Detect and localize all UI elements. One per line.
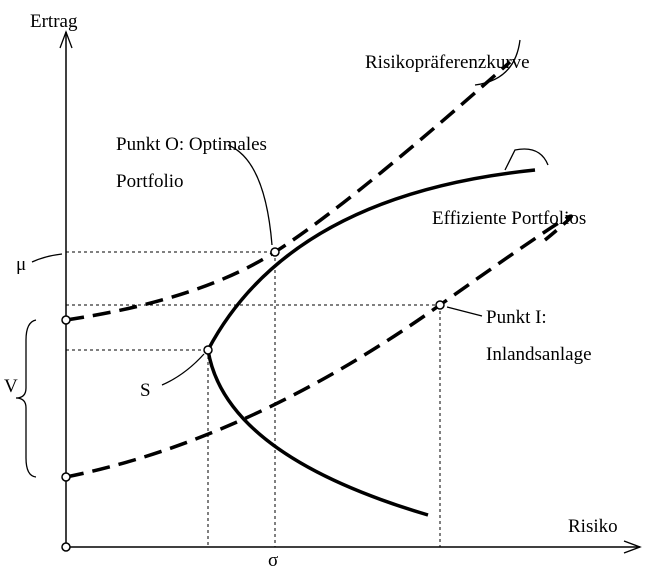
efficient-frontier	[206, 168, 536, 517]
brace	[15, 319, 37, 478]
point-i-label: Inlandsanlage	[486, 344, 592, 365]
point-o-label: Portfolio	[116, 171, 184, 192]
x-label: Risiko	[568, 516, 618, 537]
point	[61, 315, 71, 325]
leader	[446, 306, 483, 317]
leader	[504, 148, 549, 171]
s-label: S	[140, 380, 151, 401]
point	[435, 300, 445, 310]
leader	[31, 253, 63, 263]
preference-curve	[65, 60, 512, 322]
mu-label: μ	[16, 254, 26, 275]
point-o-label: Punkt O: Optimales	[116, 134, 267, 155]
point-i-label: Punkt I:	[486, 307, 547, 328]
point	[61, 472, 71, 482]
y-label: Ertrag	[30, 11, 78, 32]
point	[270, 247, 280, 257]
point	[61, 542, 71, 552]
leader	[161, 353, 205, 386]
x-arrow	[623, 540, 642, 554]
efficient-label: Effiziente Portfolios	[432, 208, 586, 229]
sigma-label: σ	[268, 550, 278, 568]
lower-curve	[65, 214, 573, 479]
preference-label: Risikopräferenzkurve	[365, 52, 530, 73]
point	[203, 345, 213, 355]
v-label: V	[4, 376, 18, 397]
leader	[474, 39, 521, 86]
leader	[227, 144, 273, 246]
y-arrow	[59, 30, 73, 49]
